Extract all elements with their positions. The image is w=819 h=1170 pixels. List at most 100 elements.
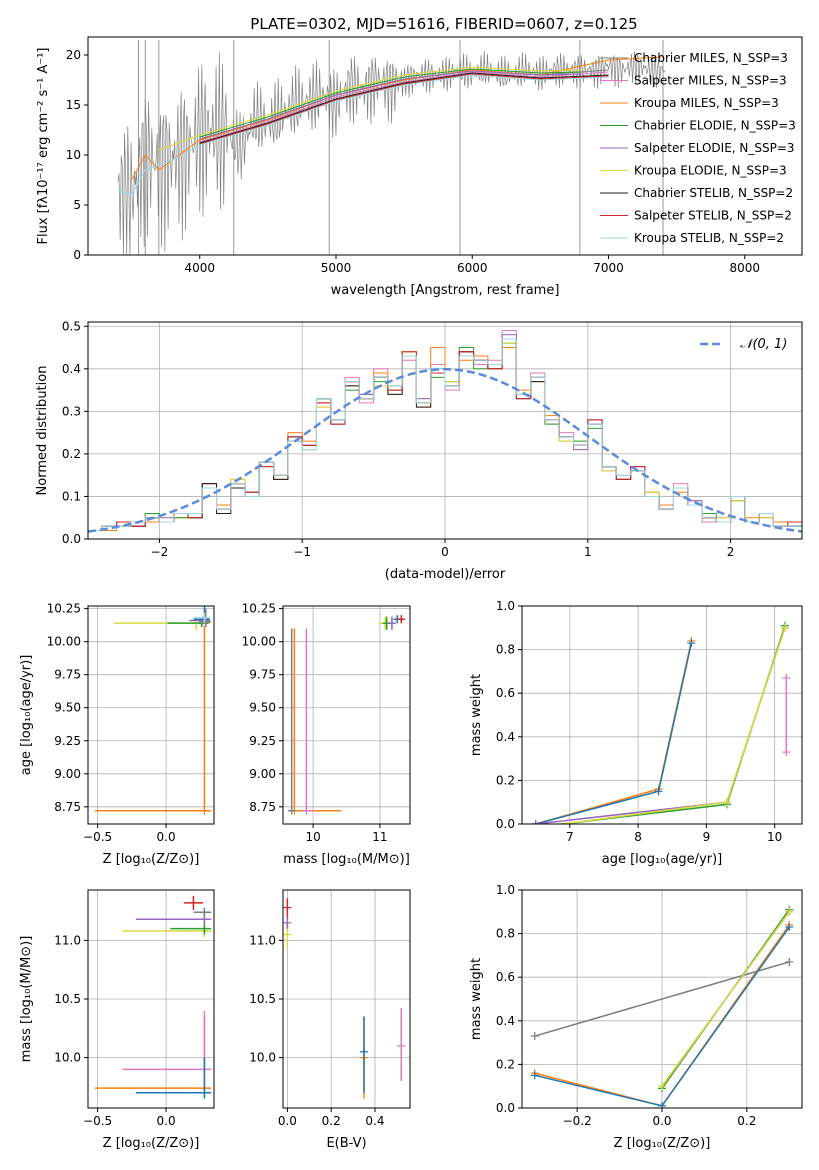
data-point <box>200 908 209 917</box>
x-tick-label: 0.0 <box>652 1114 671 1128</box>
y-tick-label: 10.25 <box>242 602 276 616</box>
legend-label: Chabrier STELIB, N_SSP=2 <box>634 186 793 200</box>
x-tick-label: 0.0 <box>157 830 176 844</box>
axes-frame <box>87 36 803 256</box>
x-axis-label: Z [log₁₀(Z/Z⊙)] <box>103 1136 200 1151</box>
y-axis-label: mass weight <box>469 674 484 756</box>
x-axis-label: age [log₁₀(age/yr)] <box>602 852 723 867</box>
y-tick-label: 0.4 <box>496 730 515 744</box>
model-line-3 <box>199 68 582 138</box>
x-tick-label: −0.5 <box>83 830 112 844</box>
plot-area <box>88 330 802 533</box>
data-point <box>201 617 210 626</box>
weight-line-1 <box>534 961 790 1037</box>
plot-area <box>283 898 406 1099</box>
plot-area <box>287 615 406 815</box>
x-tick-label: 10 <box>767 830 782 844</box>
x-tick-label: 11 <box>372 830 387 844</box>
model-line-4 <box>199 70 582 140</box>
weight-marker <box>531 820 540 824</box>
y-tick-label: 15 <box>66 98 81 112</box>
x-tick-label: 0.2 <box>737 1114 756 1128</box>
x-tick-label: 7000 <box>593 261 624 275</box>
y-tick-label: 1.0 <box>496 599 515 613</box>
y-tick-label: 0.0 <box>62 532 81 546</box>
data-point <box>397 615 406 624</box>
legend-label: Kroupa STELIB, N_SSP=2 <box>634 231 784 245</box>
model-line-5 <box>158 66 582 151</box>
model-line-1 <box>199 71 609 143</box>
y-tick-label: 0.2 <box>496 773 515 787</box>
weight-line-6 <box>661 911 790 1087</box>
weight-marker <box>782 748 791 757</box>
weight-marker <box>558 820 567 824</box>
x-tick-label: 0.0 <box>278 1114 297 1128</box>
y-tick-label: 9.00 <box>54 767 81 781</box>
data-point <box>283 918 292 927</box>
x-tick-label: 0.4 <box>365 1114 384 1128</box>
y-axis-label: mass weight <box>469 958 484 1040</box>
x-tick-label: −2 <box>151 545 169 559</box>
panel-residuals: 𝒩(0, 1) −2 −1 0 1 2 0.0 0.1 0.2 0.3 0.4 0.5 (data-mo… <box>35 319 803 582</box>
x-axis-label: wavelength [Angstrom, rest frame] <box>331 283 560 298</box>
weight-marker <box>530 1071 539 1080</box>
panel-spectrum: Chabrier MILES, N_SSP=3 Salpeter MILES, N… <box>36 36 803 298</box>
y-tick-label: 0.2 <box>62 447 81 461</box>
weight-marker <box>687 639 696 648</box>
data-point <box>287 806 296 815</box>
x-tick-label: 9 <box>703 830 711 844</box>
x-tick-label: 2 <box>727 545 735 559</box>
data-point <box>200 806 209 815</box>
weight-marker <box>658 1101 666 1108</box>
legend-label: 𝒩(0, 1) <box>740 337 787 352</box>
plot-area <box>94 606 212 815</box>
x-tick-label: 7 <box>566 830 574 844</box>
panel-z-age: −0.5 0.0 8.75 9.00 9.25 9.50 9.75 10.00 10.25 Z [… <box>19 602 215 867</box>
data-point <box>387 619 396 628</box>
data-point <box>200 613 209 622</box>
y-axis-label: mass [log₁₀(M/M⊙)] <box>19 936 34 1063</box>
plot-area <box>531 621 791 824</box>
data-point <box>200 1088 209 1097</box>
x-axis-label: E(B-V) <box>326 1136 366 1151</box>
y-tick-label: 9.75 <box>54 668 81 682</box>
y-tick-label: 10.0 <box>249 1051 276 1065</box>
data-point <box>200 924 209 933</box>
y-tick-label: 0.4 <box>62 362 81 376</box>
weight-marker <box>722 798 731 807</box>
histogram-series-8 <box>88 338 802 531</box>
x-tick-label: 8000 <box>729 261 760 275</box>
weight-marker <box>785 907 794 916</box>
x-axis-label: Z [log₁₀(Z/Z⊙)] <box>614 1136 711 1151</box>
x-tick-label: −1 <box>293 545 311 559</box>
panel-age-weight: 7 8 9 10 0.0 0.2 0.4 0.6 0.8 1.0 age [log₁₀(age/yr… <box>469 599 803 867</box>
data-point <box>189 898 198 907</box>
x-tick-label: 4000 <box>184 261 215 275</box>
y-tick-label: 10 <box>66 148 81 162</box>
y-tick-label: 0.0 <box>496 1101 515 1115</box>
weight-marker <box>654 787 663 796</box>
x-axis-label: (data-model)/error <box>385 567 506 582</box>
y-tick-label: 10.0 <box>54 1051 81 1065</box>
y-tick-label: 20 <box>66 48 81 62</box>
data-point <box>283 903 292 912</box>
axes-frame <box>87 605 215 825</box>
legend-label: Salpeter ELODIE, N_SSP=3 <box>634 141 795 155</box>
model-line-6 <box>199 72 609 144</box>
data-point <box>360 1047 369 1056</box>
panel-z-mass: −0.5 0.0 10.0 10.5 11.0 Z [log₁₀(Z/Z⊙)] mass [… <box>19 889 215 1151</box>
data-point <box>302 806 311 815</box>
y-tick-label: 9.50 <box>249 701 276 715</box>
data-point <box>397 1041 406 1050</box>
panel-ebv-mass: 0.0 0.2 0.4 10.0 10.5 11.0 E(B-V) <box>249 889 411 1151</box>
y-tick-label: 11.0 <box>54 933 81 947</box>
x-tick-label: 10 <box>305 830 320 844</box>
x-tick-label: 6000 <box>457 261 488 275</box>
y-tick-label: 9.75 <box>249 668 276 682</box>
legend-label: Salpeter MILES, N_SSP=3 <box>634 74 787 88</box>
y-tick-label: 10.5 <box>54 992 81 1006</box>
x-axis-label: mass [log₁₀(M/M⊙)] <box>283 852 410 867</box>
y-tick-label: 0.0 <box>496 817 515 831</box>
model-line-7 <box>199 73 609 145</box>
weight-marker <box>658 1082 666 1091</box>
